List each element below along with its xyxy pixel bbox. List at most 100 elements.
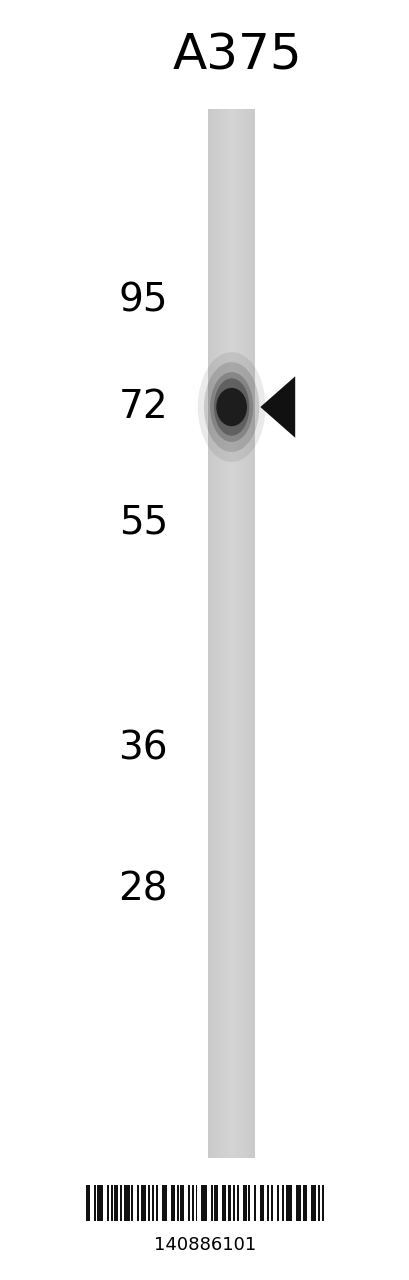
Bar	[195, 1185, 197, 1221]
Bar	[230, 109, 231, 1158]
Text: 72: 72	[118, 388, 168, 426]
Ellipse shape	[197, 352, 265, 462]
Bar	[140, 1185, 146, 1221]
Bar	[221, 109, 222, 1158]
Bar	[242, 109, 243, 1158]
Bar	[155, 1185, 157, 1221]
Text: 95: 95	[118, 282, 168, 320]
Bar	[236, 109, 237, 1158]
Bar	[212, 109, 213, 1158]
Bar	[176, 1185, 178, 1221]
Bar	[253, 109, 254, 1158]
Bar	[240, 109, 241, 1158]
Bar	[137, 1185, 139, 1221]
Bar	[188, 1185, 189, 1221]
Bar	[222, 109, 223, 1158]
Bar	[211, 109, 212, 1158]
Ellipse shape	[213, 379, 249, 435]
Bar	[317, 1185, 319, 1221]
Bar	[180, 1185, 184, 1221]
Bar	[248, 109, 249, 1158]
Bar	[201, 1185, 207, 1221]
Text: 28: 28	[118, 870, 168, 909]
Bar	[243, 109, 244, 1158]
Bar	[248, 1185, 249, 1221]
Bar	[250, 109, 251, 1158]
Bar	[238, 109, 239, 1158]
Bar	[224, 109, 225, 1158]
Bar	[227, 1185, 231, 1221]
Bar	[251, 109, 252, 1158]
Bar	[242, 1185, 246, 1221]
Bar	[223, 109, 224, 1158]
Bar	[107, 1185, 108, 1221]
Text: 140886101: 140886101	[153, 1236, 256, 1254]
Bar	[234, 109, 235, 1158]
Bar	[285, 1185, 291, 1221]
Text: 36: 36	[118, 730, 168, 768]
Bar	[216, 109, 217, 1158]
Bar	[239, 109, 240, 1158]
Polygon shape	[260, 376, 294, 438]
Bar	[252, 109, 253, 1158]
Bar	[233, 109, 234, 1158]
Bar	[220, 109, 221, 1158]
Bar	[227, 109, 228, 1158]
Bar	[161, 1185, 167, 1221]
Bar	[249, 109, 250, 1158]
Bar	[86, 1185, 90, 1221]
Bar	[215, 109, 216, 1158]
Bar	[210, 1185, 212, 1221]
Bar	[246, 109, 247, 1158]
Bar	[114, 1185, 118, 1221]
Ellipse shape	[209, 372, 253, 442]
Bar	[152, 1185, 154, 1221]
Bar	[310, 1185, 316, 1221]
Bar	[244, 109, 245, 1158]
Bar	[207, 109, 208, 1158]
Bar	[270, 1185, 272, 1221]
Bar	[229, 109, 230, 1158]
Bar	[221, 1185, 225, 1221]
Bar	[302, 1185, 306, 1221]
Bar	[241, 109, 242, 1158]
Bar	[225, 109, 226, 1158]
Bar	[276, 1185, 278, 1221]
Bar	[148, 1185, 150, 1221]
Bar	[124, 1185, 129, 1221]
Bar	[267, 1185, 269, 1221]
Bar	[219, 109, 220, 1158]
Bar	[218, 109, 219, 1158]
Bar	[110, 1185, 112, 1221]
Bar	[93, 1185, 95, 1221]
Bar	[191, 1185, 193, 1221]
Bar	[214, 1185, 218, 1221]
Bar	[247, 109, 248, 1158]
Bar	[210, 109, 211, 1158]
Bar	[245, 109, 246, 1158]
Bar	[233, 1185, 235, 1221]
Bar	[228, 109, 229, 1158]
Bar	[295, 1185, 301, 1221]
Bar	[231, 109, 232, 1158]
Bar	[213, 109, 214, 1158]
Bar	[131, 1185, 133, 1221]
Bar	[321, 1185, 323, 1221]
Bar	[209, 109, 210, 1158]
Bar	[237, 109, 238, 1158]
Text: 55: 55	[119, 503, 168, 541]
Bar	[217, 109, 218, 1158]
Ellipse shape	[204, 362, 258, 452]
Bar	[235, 109, 236, 1158]
Bar	[259, 1185, 263, 1221]
Ellipse shape	[216, 388, 246, 426]
Bar	[236, 1185, 238, 1221]
Bar	[208, 109, 209, 1158]
Bar	[120, 1185, 121, 1221]
Text: A375: A375	[173, 32, 302, 79]
Bar	[171, 1185, 174, 1221]
Bar	[226, 109, 227, 1158]
Bar	[214, 109, 215, 1158]
Bar	[254, 1185, 255, 1221]
Bar	[232, 109, 233, 1158]
